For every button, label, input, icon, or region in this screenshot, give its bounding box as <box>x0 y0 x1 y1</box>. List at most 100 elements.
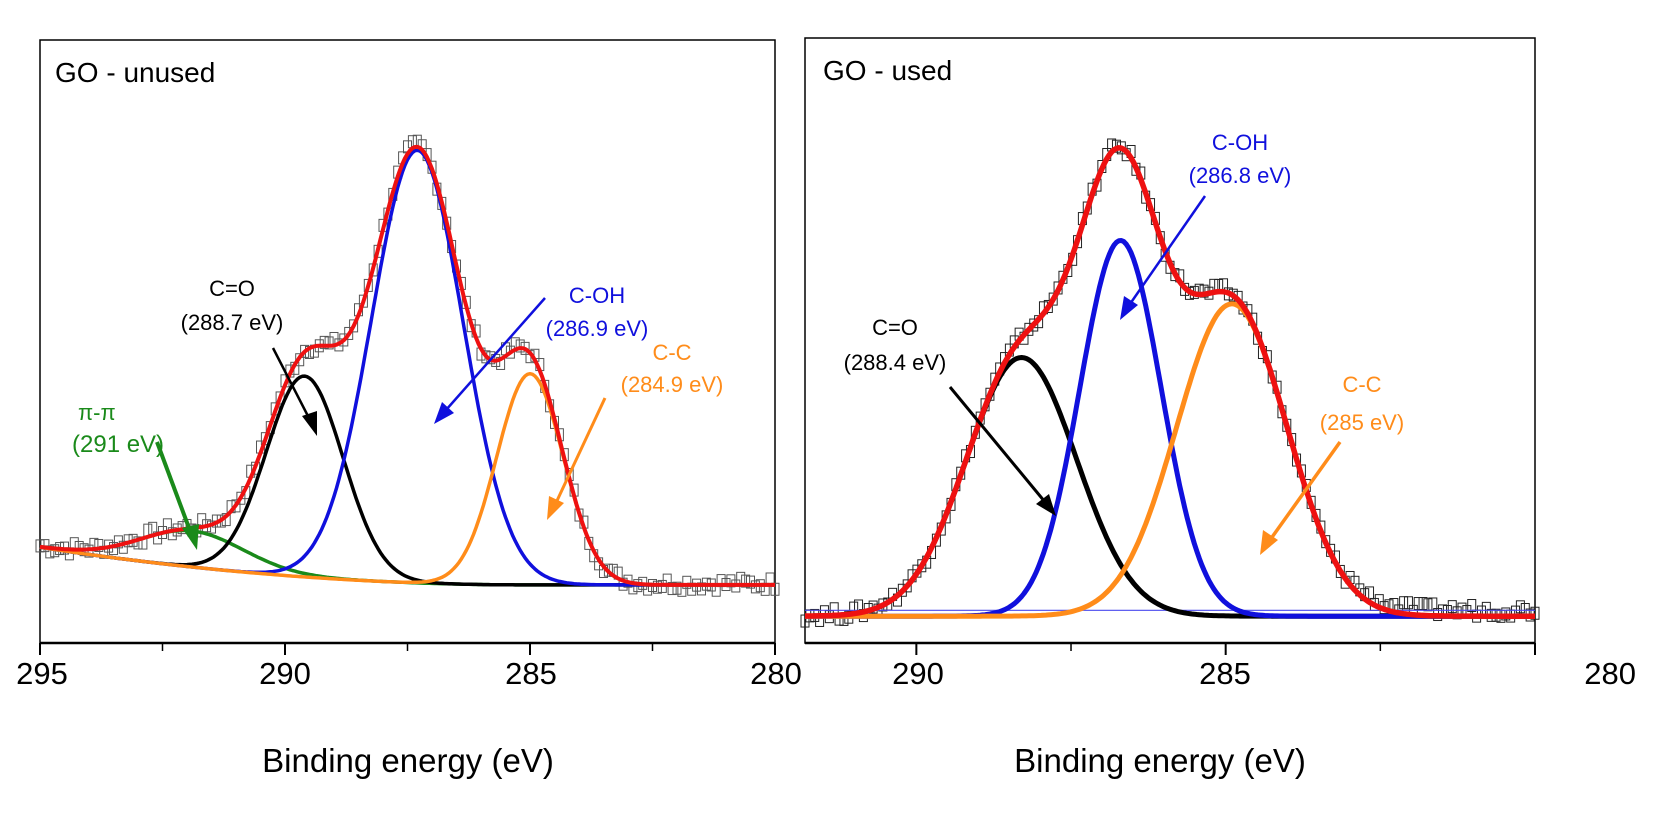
panel-go-unused: 295 290 285 280 Binding energy (eV) GO -… <box>16 39 802 779</box>
data-point-marker <box>45 545 55 559</box>
data-point-marker <box>682 575 692 589</box>
data-point-marker <box>324 336 334 350</box>
tick-label: 280 <box>1584 656 1636 691</box>
data-point-marker <box>741 574 751 588</box>
tick-label: 280 <box>750 656 802 691</box>
annotation-energy: (288.4 eV) <box>844 350 947 375</box>
arrow-icon <box>155 441 194 537</box>
data-point-marker <box>917 559 927 573</box>
data-point-marker <box>1043 299 1053 313</box>
annotation-c-c: C-C (285 eV) <box>1260 372 1404 555</box>
data-point-marker <box>1413 597 1423 611</box>
annotation-c-o: C=O (288.4 eV) <box>844 315 1056 516</box>
tick-label: 285 <box>1199 656 1251 691</box>
annotation-energy: (291 eV) <box>72 431 164 458</box>
data-point-marker <box>736 571 746 585</box>
annotation-label: π-π <box>78 400 116 425</box>
data-point-marker <box>1515 600 1525 614</box>
data-point-marker <box>319 335 329 349</box>
data-point-marker <box>667 582 677 596</box>
curves <box>35 134 780 597</box>
arrow-icon <box>948 386 1047 503</box>
data-point-marker <box>515 339 525 353</box>
annotation-c-o: C=O (288.7 eV) <box>181 276 317 436</box>
arrow-icon <box>271 347 312 421</box>
data-point-marker <box>746 575 755 589</box>
data-point-marker <box>1457 602 1467 616</box>
arrowhead-icon <box>182 524 199 550</box>
annotation-pi-pi: π-π (291 eV) <box>72 400 199 550</box>
arrow-icon <box>1128 195 1207 305</box>
panel-title: GO - used <box>823 55 952 86</box>
data-point-marker <box>652 580 662 594</box>
x-ticks <box>39 643 776 655</box>
component-curve-c-c <box>39 371 775 587</box>
data-point-marker <box>1399 596 1409 610</box>
annotation-c-c: C-C (284.9 eV) <box>547 340 723 520</box>
component-curve-c-oh <box>804 238 1536 619</box>
data-point-marker <box>672 581 682 595</box>
data-point-marker <box>1467 599 1477 613</box>
data-point-marker <box>94 538 104 552</box>
data-point-marker <box>162 518 172 532</box>
annotation-energy: (285 eV) <box>1320 410 1404 435</box>
annotation-energy: (286.8 eV) <box>1189 163 1292 188</box>
envelope-fit-curve <box>804 145 1536 619</box>
data-point-marker <box>113 535 123 549</box>
data-point-marker <box>231 499 241 513</box>
component-curve-c-oh <box>39 148 775 587</box>
data-point-marker <box>1418 597 1428 611</box>
annotation-energy: (288.7 eV) <box>181 310 284 335</box>
annotation-label: C-OH <box>569 283 625 308</box>
x-axis-label: Binding energy (eV) <box>1014 742 1306 779</box>
curves <box>800 138 1540 628</box>
data-point-marker <box>153 531 163 545</box>
panel-go-used: 290 285 280 Binding energy (eV) GO - use… <box>800 37 1636 779</box>
panel-title: GO - unused <box>55 57 215 88</box>
annotation-label: C-C <box>1342 372 1381 397</box>
x-ticks <box>915 643 1536 655</box>
measured-data-points <box>800 138 1540 628</box>
annotation-energy: (286.9 eV) <box>546 316 649 341</box>
data-point-marker <box>1481 601 1491 615</box>
annotation-label: C=O <box>872 315 918 340</box>
arrowhead-icon <box>1036 494 1056 516</box>
data-point-marker <box>1048 292 1058 306</box>
data-point-marker <box>481 350 491 364</box>
arrowhead-icon <box>547 496 564 520</box>
plot-frame <box>804 37 1536 644</box>
data-point-marker <box>344 326 354 340</box>
arrowhead-icon <box>434 402 454 424</box>
background-line <box>39 546 775 586</box>
measured-data-points <box>35 134 780 597</box>
envelope-fit-curve <box>39 144 775 587</box>
data-point-marker <box>167 527 177 541</box>
arrowhead-icon <box>1120 296 1138 320</box>
arrowhead-icon <box>302 411 317 436</box>
data-point-marker <box>1403 596 1413 610</box>
tick-label: 285 <box>505 656 557 691</box>
annotation-energy: (284.9 eV) <box>621 372 724 397</box>
arrow-icon <box>553 397 607 506</box>
data-point-marker <box>902 579 912 593</box>
data-point-marker <box>349 319 359 333</box>
annotation-label: C=O <box>209 276 255 301</box>
arrow-icon <box>1268 440 1342 542</box>
arrowhead-icon <box>1260 530 1278 555</box>
tick-label: 290 <box>892 656 944 691</box>
annotation-c-oh: C-OH (286.9 eV) <box>434 283 648 424</box>
annotation-label: C-OH <box>1212 130 1268 155</box>
data-point-marker <box>1365 586 1375 600</box>
data-point-marker <box>1423 598 1433 612</box>
tick-label: 290 <box>259 656 311 691</box>
tick-label: 295 <box>16 656 68 691</box>
data-point-marker <box>1530 606 1540 620</box>
annotation-label: C-C <box>652 340 691 365</box>
data-point-marker <box>1335 564 1345 578</box>
annotation-c-oh: C-OH (286.8 eV) <box>1120 130 1291 320</box>
arrow-icon <box>445 297 546 411</box>
data-point-marker <box>300 344 310 358</box>
x-axis-label: Binding energy (eV) <box>262 742 554 779</box>
component-curve-c-o <box>39 374 775 587</box>
